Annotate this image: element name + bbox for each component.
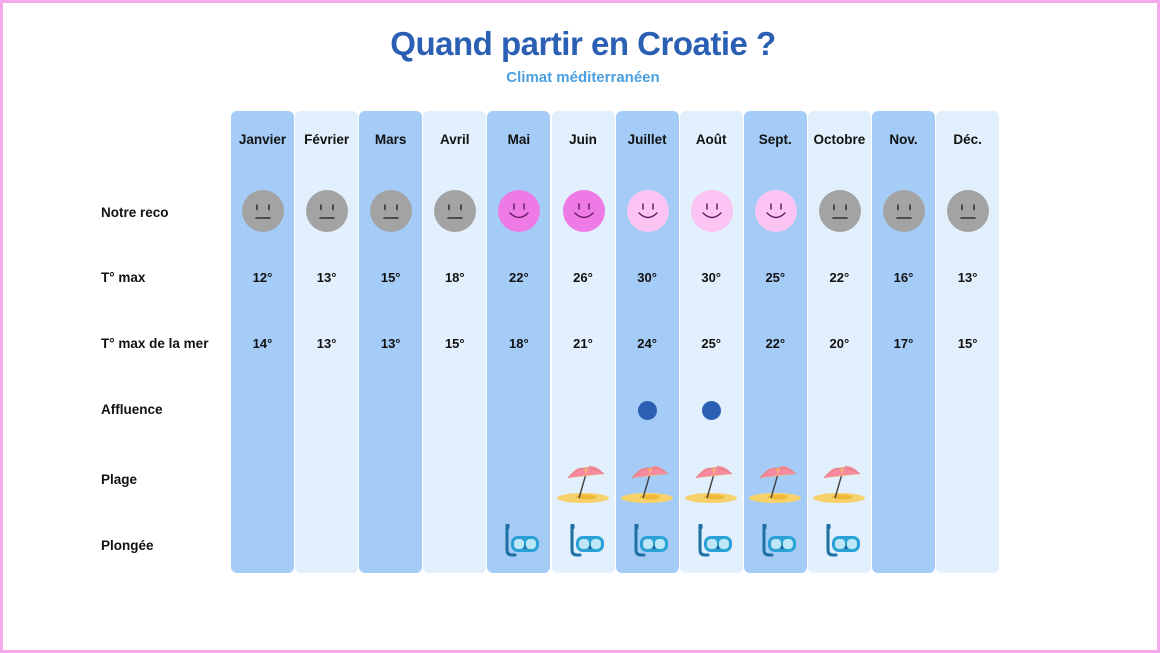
- max-temperature: 15°: [380, 270, 401, 285]
- diving-mask-icon: [505, 524, 540, 557]
- month-name: Sept.: [758, 132, 792, 147]
- month-column: Juillet 30° 24°: [615, 111, 679, 573]
- page-subtitle: Climat méditerranéen: [506, 69, 660, 86]
- row-label-crowd: Affluence: [101, 402, 163, 417]
- sea-temperature: 13°: [380, 336, 401, 351]
- month-name: Déc.: [953, 132, 982, 147]
- max-temperature: 30°: [701, 270, 722, 285]
- diving-mask-icon: [570, 524, 604, 557]
- max-temperature: 26°: [573, 270, 593, 285]
- month-column: Nov. 16° 17°: [872, 111, 935, 573]
- sea-temperature: 17°: [893, 336, 914, 351]
- month-column: Sept. 25° 22°: [743, 111, 807, 573]
- month-column: Juin 26° 21°: [551, 111, 615, 573]
- happy-face-icon: [690, 190, 733, 232]
- month-column: Mai 22° 18°: [487, 111, 551, 573]
- month-column: Février 13° 13°: [295, 111, 359, 573]
- sea-temperature: 18°: [509, 336, 529, 351]
- neutral-face-icon: [947, 190, 990, 232]
- month-column: Avril 18° 15°: [423, 111, 487, 573]
- beach-umbrella-icon: [748, 466, 801, 503]
- neutral-face-icon: [434, 190, 477, 232]
- month-name: Octobre: [813, 132, 866, 147]
- month-name: Mai: [507, 132, 531, 147]
- month-column: Déc. 13° 15°: [936, 111, 1000, 573]
- max-temperature: 18°: [444, 270, 465, 285]
- beach-umbrella-icon: [684, 466, 737, 503]
- neutral-face-icon: [818, 190, 861, 232]
- crowd-dot-icon: [701, 401, 721, 420]
- month-name: Nov.: [889, 132, 918, 147]
- diving-mask-icon: [826, 524, 860, 557]
- diving-mask-icon: [762, 524, 796, 557]
- sea-temperature: 14°: [252, 336, 273, 351]
- max-temperature: 22°: [829, 270, 850, 285]
- neutral-face-icon: [242, 190, 284, 232]
- max-temperature: 12°: [252, 270, 273, 285]
- max-temperature: 13°: [957, 270, 978, 285]
- sea-temperature: 15°: [957, 336, 978, 351]
- sea-temperature: 13°: [316, 336, 337, 351]
- row-label-tmax: T° max: [101, 270, 146, 285]
- beach-umbrella-icon: [812, 466, 865, 503]
- month-name: Avril: [440, 132, 470, 147]
- diving-mask-icon: [698, 524, 732, 557]
- row-label-beach: Plage: [101, 472, 138, 487]
- month-name: Août: [695, 132, 727, 147]
- diving-mask-icon: [634, 524, 668, 557]
- max-temperature: 16°: [893, 270, 914, 285]
- month-name: Juin: [569, 132, 597, 147]
- happy-face-icon: [498, 190, 541, 232]
- row-label-reco: Notre reco: [101, 205, 169, 220]
- sea-temperature: 24°: [637, 336, 657, 351]
- sea-temperature: 15°: [444, 336, 465, 351]
- happy-face-icon: [754, 190, 797, 232]
- month-column: Octobre 22° 20°: [807, 111, 871, 573]
- max-temperature: 13°: [316, 270, 337, 285]
- sea-temperature: 21°: [573, 336, 593, 351]
- happy-face-icon: [626, 190, 669, 232]
- row-label-sea-temp: T° max de la mer: [101, 336, 209, 351]
- month-column: Janvier 12° 14°: [231, 111, 294, 573]
- month-name: Février: [304, 132, 350, 147]
- month-column: Août 30° 25°: [679, 111, 743, 573]
- happy-face-icon: [562, 190, 605, 232]
- sea-temperature: 20°: [829, 336, 850, 351]
- neutral-face-icon: [883, 190, 925, 232]
- max-temperature: 22°: [509, 270, 529, 285]
- month-name: Janvier: [238, 132, 287, 147]
- month-name: Mars: [374, 132, 407, 147]
- max-temperature: 25°: [765, 270, 786, 285]
- beach-umbrella-icon: [620, 466, 673, 503]
- row-label-dive: Plongée: [101, 538, 154, 553]
- neutral-face-icon: [370, 190, 413, 232]
- max-temperature: 30°: [637, 270, 657, 285]
- month-name: Juillet: [627, 132, 667, 147]
- page-title: Quand partir en Croatie ?: [390, 25, 776, 62]
- sea-temperature: 22°: [765, 336, 786, 351]
- sea-temperature: 25°: [701, 336, 722, 351]
- crowd-dot-icon: [637, 401, 657, 420]
- beach-umbrella-icon: [556, 466, 609, 503]
- month-column: Mars 15° 13°: [359, 111, 423, 573]
- neutral-face-icon: [306, 190, 349, 232]
